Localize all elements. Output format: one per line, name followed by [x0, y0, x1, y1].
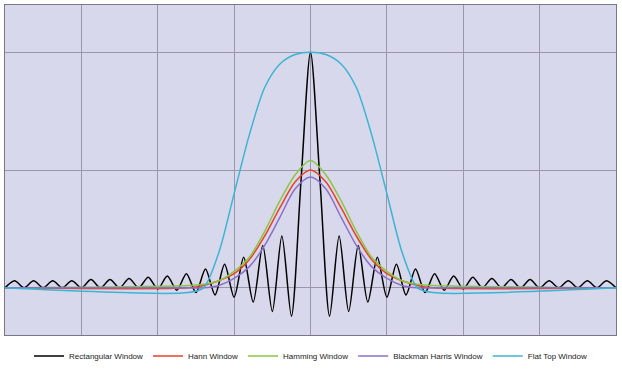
svg-text:Blackman Harris Window: Blackman Harris Window: [393, 352, 483, 361]
svg-text:Hann Window: Hann Window: [188, 352, 238, 361]
svg-text:Hamming Window: Hamming Window: [283, 352, 348, 361]
svg-text:Rectangular Window: Rectangular Window: [69, 352, 143, 361]
svg-text:Flat Top Window: Flat Top Window: [528, 352, 587, 361]
